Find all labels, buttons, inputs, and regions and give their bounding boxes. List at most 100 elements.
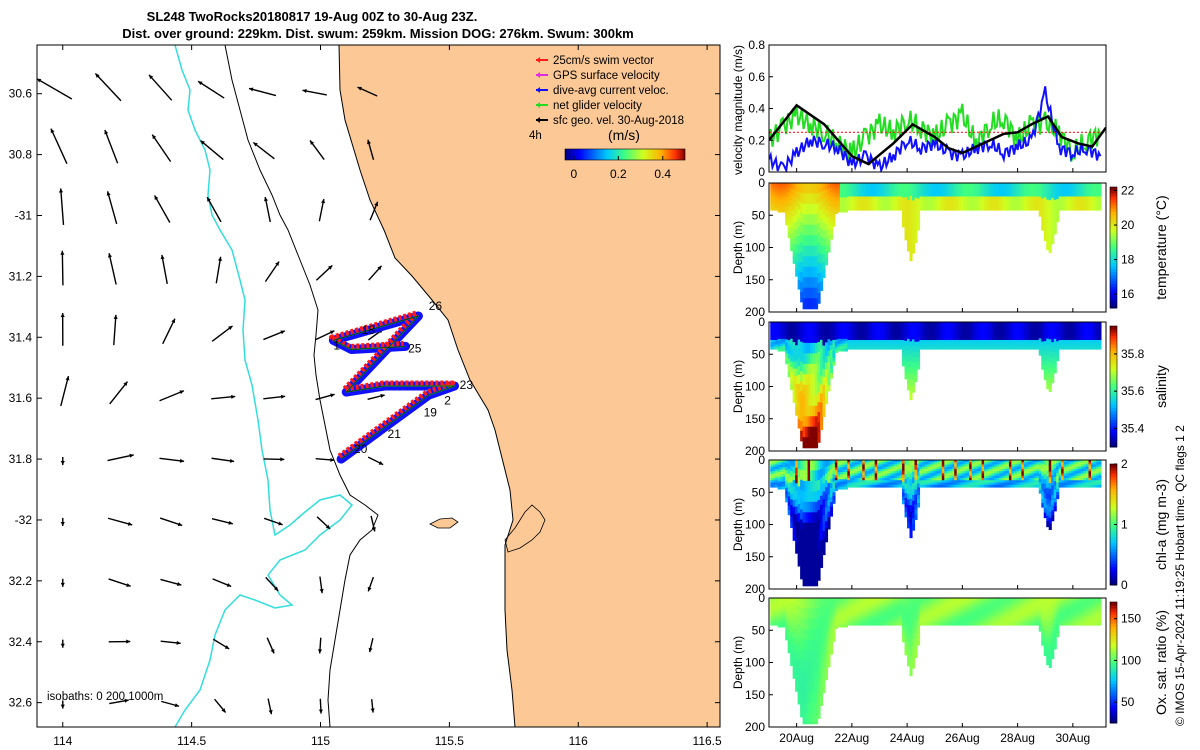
velocity-ylabel: velocity magnitude (m/s)	[731, 45, 745, 175]
day-label: 19	[424, 405, 438, 419]
speed-colorbar-tick-label: 0.4	[654, 167, 671, 181]
colorbar-label: Ox. sat. ratio (%)	[1153, 610, 1169, 715]
depth-tick-label: 50	[752, 347, 766, 361]
velocity-arrow	[107, 453, 134, 462]
velocity-y-tick-label: 0.6	[748, 70, 765, 84]
velocity-arrow	[263, 330, 286, 341]
velocity-arrow	[264, 261, 280, 283]
legend-entry: net glider velocity	[553, 100, 642, 112]
velocity-arrow	[60, 456, 65, 466]
velocity-arrow	[107, 253, 117, 285]
colorbar-chla: 0 1 2 chl-a (mg m-3)	[1109, 457, 1169, 592]
time-tick-label: 26Aug	[945, 731, 980, 745]
velocity-arrow	[58, 188, 65, 226]
velocity-arrow	[60, 700, 65, 709]
velocity-series-line	[769, 86, 1102, 172]
day-label: 21	[388, 427, 402, 441]
velocity-arrow	[315, 264, 333, 281]
velocity-arrow	[107, 517, 133, 526]
velocity-arrow	[367, 139, 375, 160]
map-legend: 25cm/s swim vector GPS surface velocity di…	[536, 55, 684, 127]
depth-ylabel: Depth (m)	[731, 498, 745, 551]
velocity-panel: 0 0.2 0.4 0.6 0.8 velocity magnitude (m/s)	[731, 38, 1107, 179]
velocity-arrow	[252, 141, 275, 160]
velocity-arrow	[211, 517, 233, 525]
velocity-arrow	[263, 196, 271, 223]
time-tick-label: 20Aug	[779, 731, 814, 745]
velocity-arrow	[263, 457, 285, 462]
map-y-tick-label: 31.8	[9, 452, 33, 466]
velocity-arrow	[206, 196, 222, 223]
day-label: 26	[429, 299, 443, 313]
colorbar-tick-label: 2	[1121, 457, 1128, 471]
map-x-tick-label: 116	[569, 734, 588, 748]
depth-tick-label: 200	[745, 444, 765, 458]
velocity-arrow	[153, 195, 171, 223]
velocity-arrow	[161, 700, 180, 708]
colorbar-tick-label: 16	[1121, 287, 1135, 301]
velocity-arrow	[317, 637, 323, 654]
velocity-arrow	[265, 576, 279, 592]
velocity-y-tick-label: 0.4	[748, 102, 765, 116]
legend-arrowhead	[536, 57, 540, 63]
velocity-arrow	[368, 265, 383, 281]
velocity-arrow	[37, 78, 73, 100]
velocity-arrow	[367, 456, 384, 466]
velocity-arrow	[309, 140, 325, 160]
velocity-lines	[769, 86, 1106, 172]
depth-tick-label: 200	[745, 720, 765, 734]
speed-colorbar-tick-label: 0	[571, 167, 578, 181]
speed-colorbar-tick-label: 0.2	[610, 167, 627, 181]
velocity-arrow	[214, 698, 227, 713]
velocity-arrow	[367, 576, 375, 592]
velocity-arrow	[357, 86, 378, 97]
velocity-arrow	[368, 637, 374, 653]
land-area	[339, 45, 720, 727]
section-panel-oxygen: 0 50 100 150 200 Depth (m) 50 100 150 Ox. sat. ra…	[731, 591, 1169, 734]
track-black-line	[333, 315, 455, 460]
map-panel: 26 18 1 25 23 2 19 21 20 114 114.5 115 115.5 116 116.…	[9, 44, 722, 748]
section-cells	[770, 598, 1102, 725]
map-y-tick-label: 31.2	[9, 269, 33, 283]
map-x-tick-label: 115	[311, 734, 330, 748]
velocity-arrow	[108, 639, 131, 644]
velocity-arrow	[319, 576, 324, 594]
colorbar-tick-label: 100	[1121, 653, 1141, 667]
velocity-arrow	[108, 578, 131, 587]
legend-arrowhead	[536, 102, 540, 108]
colorbar-tick-label: 35.6	[1121, 384, 1145, 398]
map-y-tick-label: 32.6	[9, 696, 33, 710]
depth-tick-label: 0	[758, 176, 765, 190]
velocity-arrow	[211, 325, 233, 342]
depth-tick-label: 50	[752, 623, 766, 637]
depth-tick-label: 150	[745, 273, 765, 287]
colorbar-label: salinity	[1153, 365, 1169, 408]
footer-text: © IMOS 15-Apr-2024 11:19:25 Hobart time.…	[1173, 425, 1187, 726]
depth-tick-label: 50	[752, 485, 766, 499]
legend-scale-label: 4h	[529, 130, 542, 142]
map-y-tick-label: 32.4	[9, 635, 33, 649]
map-x-ticks: 114 114.5 115 115.5 116 116.5	[53, 45, 722, 748]
coastline-line	[338, 45, 516, 727]
section-panel-salinity: 0 50 100 150 200 Depth (m) 35.4 35.6 35.8 salinit…	[731, 315, 1169, 458]
velocity-arrow	[248, 87, 277, 97]
section-cells	[770, 322, 1102, 449]
velocity-arrow	[106, 191, 118, 225]
velocity-arrow	[151, 134, 172, 162]
map-y-tick-label: -31	[15, 209, 33, 223]
legend-entry: sfc geo. vel. 30-Aug-2018	[553, 115, 684, 127]
velocity-arrow	[266, 637, 275, 654]
velocity-arrow	[162, 318, 176, 345]
velocity-arrow	[370, 699, 375, 713]
depth-tick-label: 100	[745, 656, 765, 670]
depth-tick-label: 100	[745, 241, 765, 255]
velocity-arrow	[212, 638, 230, 650]
map-y-tick-label: 31.4	[9, 330, 33, 344]
figure-title-line2: Dist. over ground: 229km. Dist. swum: 25…	[122, 26, 634, 41]
isobath-200m	[224, 45, 379, 727]
isobath-label: isobaths: 0 200 1000m	[47, 691, 163, 703]
velocity-arrow	[60, 250, 65, 286]
velocity-arrow	[215, 256, 223, 284]
day-label: 2	[444, 393, 451, 407]
